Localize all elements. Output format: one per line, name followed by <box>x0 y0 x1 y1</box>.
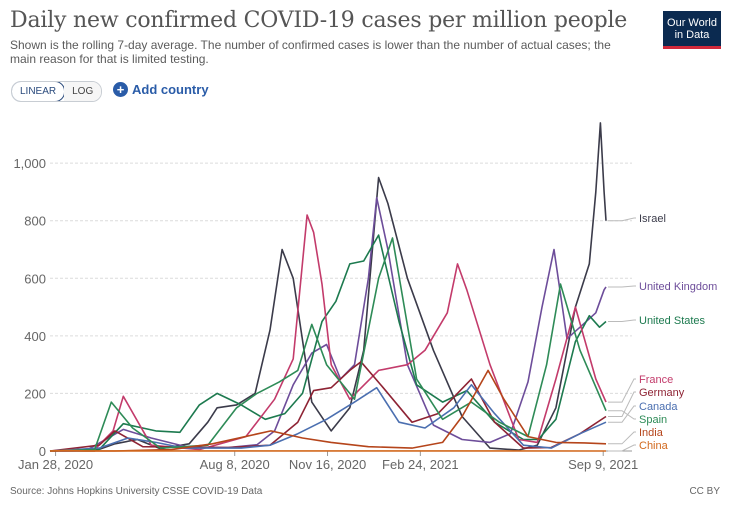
label-leader-line <box>608 285 636 288</box>
chart-subtitle: Shown is the rolling 7-day average. The … <box>10 38 611 66</box>
add-country-label: Add country <box>132 82 209 97</box>
label-leader-line <box>608 378 636 403</box>
grid-lines <box>50 162 632 452</box>
series-label-france: France <box>639 374 673 386</box>
series-line-india <box>50 369 607 452</box>
label-leader-line <box>608 405 636 423</box>
series-label-germany: Germany <box>639 387 685 399</box>
y-tick-label: 800 <box>24 214 46 229</box>
series-lines <box>49 122 607 452</box>
y-axis: 0 200 400 600 800 1,000 <box>13 156 46 459</box>
label-leader-line <box>608 319 636 322</box>
series-label-china: China <box>639 440 669 452</box>
y-tick-label: 0 <box>39 444 46 459</box>
series-line-israel <box>50 122 607 452</box>
add-country-button[interactable]: + Add country <box>113 82 209 97</box>
plus-circle-icon: + <box>113 82 128 97</box>
label-leader-line <box>608 391 636 417</box>
series-labels: Israel United Kingdom United States FranceG… <box>608 213 717 452</box>
chart-title: Daily new confirmed COVID-19 cases per m… <box>10 8 628 33</box>
series-line-germany <box>49 360 607 452</box>
label-leader-line <box>608 431 636 445</box>
owid-logo[interactable]: Our World in Data <box>663 11 721 49</box>
x-tick-label: Aug 8, 2020 <box>200 457 270 472</box>
logo-line-2: in Data <box>674 28 710 41</box>
x-tick-label: Nov 16, 2020 <box>289 457 366 472</box>
y-tick-label: 200 <box>24 386 46 401</box>
series-label-india: India <box>639 427 664 439</box>
series-label-spain: Spain <box>639 414 667 426</box>
label-leader-line <box>608 410 636 420</box>
x-tick-label: Jan 28, 2020 <box>18 457 93 472</box>
label-leader-line <box>608 217 636 222</box>
log-scale-button[interactable]: LOG <box>64 82 102 101</box>
series-line-france <box>49 214 607 452</box>
series-line-china <box>49 449 607 452</box>
x-tick-label: Sep 9, 2021 <box>568 457 638 472</box>
y-tick-label: 400 <box>24 329 46 344</box>
x-axis: Jan 28, 2020 Aug 8, 2020 Nov 16, 2020 Feb 2… <box>18 451 638 472</box>
y-tick-label: 600 <box>24 271 46 286</box>
series-label-united-kingdom: United Kingdom <box>639 281 717 293</box>
series-label-israel: Israel <box>639 213 666 225</box>
scale-toggle: LINEAR LOG <box>11 81 103 102</box>
license-link[interactable]: CC BY <box>689 486 720 497</box>
series-line-united-states <box>49 234 607 452</box>
series-line-canada <box>49 383 607 452</box>
label-leader-line <box>608 444 636 452</box>
x-tick-label: Feb 24, 2021 <box>382 457 459 472</box>
series-label-united-states: United States <box>639 315 706 327</box>
logo-line-1: Our World <box>667 16 717 29</box>
y-tick-label: 1,000 <box>13 156 46 171</box>
source-note[interactable]: Source: Johns Hopkins University CSSE CO… <box>10 486 263 497</box>
series-line-spain <box>49 237 607 452</box>
series-label-canada: Canada <box>639 401 678 413</box>
